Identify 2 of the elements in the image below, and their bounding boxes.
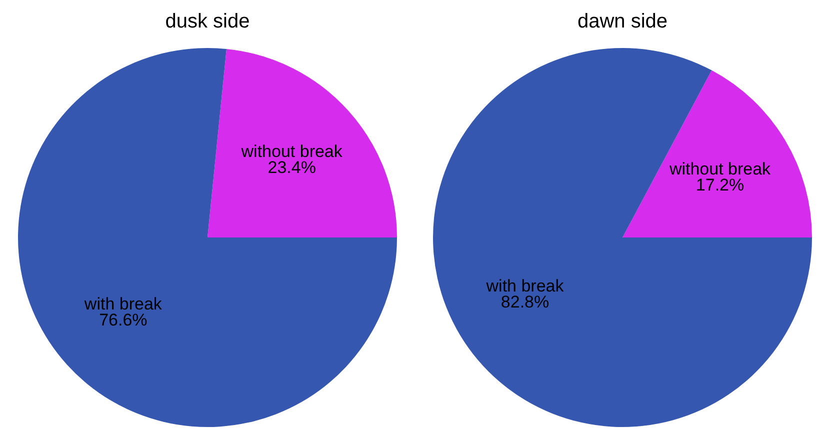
chart-title: dusk side: [165, 10, 250, 33]
chart-title: dawn side: [577, 10, 668, 33]
